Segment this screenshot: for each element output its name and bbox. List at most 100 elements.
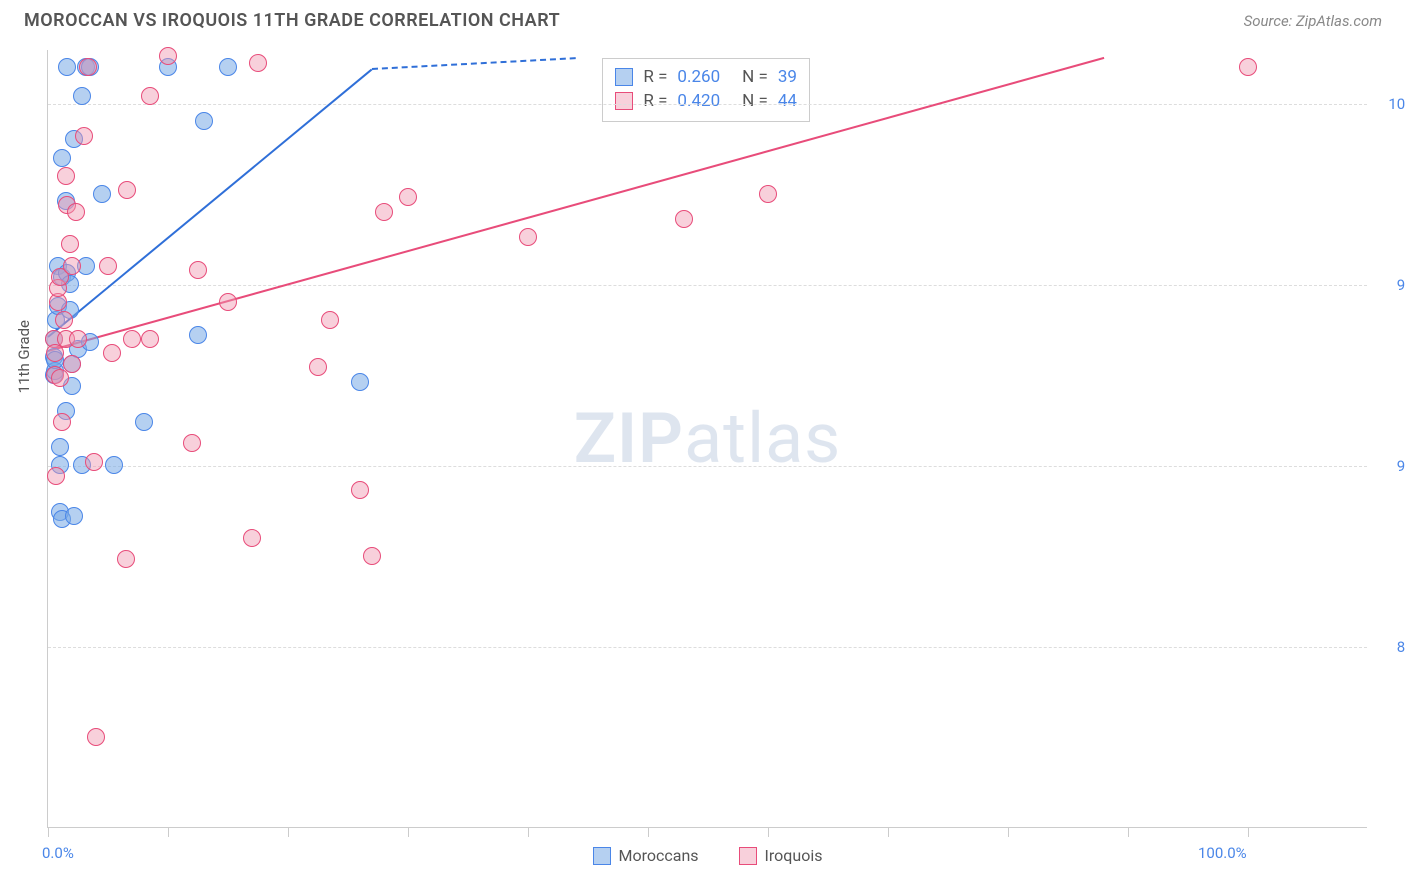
data-point-moroccans [51,438,69,456]
data-point-moroccans [105,456,123,474]
data-point-iroquois [141,87,159,105]
data-point-iroquois [321,311,339,329]
stat-label-n: N = [742,91,768,111]
stat-label-r: R = [643,91,667,111]
data-point-iroquois [183,434,201,452]
data-point-moroccans [135,413,153,431]
data-point-iroquois [189,261,207,279]
stats-row-iroquois: R = 0.420 N = 44 [615,89,797,113]
data-point-moroccans [93,185,111,203]
data-point-iroquois [351,481,369,499]
x-tick [648,827,649,837]
x-tick [1008,827,1009,837]
scatter-plot-area: ZIPatlas R =0.260N =39R =0.420N =44 Moro… [47,50,1367,828]
data-point-iroquois [75,127,93,145]
legend-swatch [615,68,633,86]
data-point-iroquois [51,369,69,387]
data-point-iroquois [309,358,327,376]
data-point-iroquois [219,293,237,311]
y-tick-label: 100.0% [1377,95,1406,113]
data-point-iroquois [53,413,71,431]
source-prefix: Source: [1244,12,1296,30]
x-tick [168,827,169,837]
x-tick-label: 0.0% [42,844,74,862]
data-point-iroquois [87,728,105,746]
chart-title: MOROCCAN VS IROQUOIS 11TH GRADE CORRELAT… [24,10,560,31]
legend-label: Moroccans [619,846,699,865]
data-point-moroccans [351,373,369,391]
data-point-iroquois [399,188,417,206]
data-point-iroquois [57,167,75,185]
chart-header: MOROCCAN VS IROQUOIS 11TH GRADE CORRELAT… [0,0,1406,37]
grid-line-h [48,647,1367,648]
x-tick [48,827,49,837]
data-point-moroccans [53,149,71,167]
data-point-iroquois [243,529,261,547]
data-point-iroquois [675,210,693,228]
legend-label: Iroquois [765,846,823,865]
data-point-iroquois [123,330,141,348]
data-point-iroquois [63,257,81,275]
data-point-iroquois [79,58,97,76]
data-point-iroquois [375,203,393,221]
x-tick [888,827,889,837]
data-point-moroccans [65,507,83,525]
data-point-iroquois [1239,58,1257,76]
trend-line-dashed [372,57,576,70]
data-point-iroquois [249,54,267,72]
data-point-iroquois [759,185,777,203]
grid-line-h [48,104,1367,105]
data-point-iroquois [55,311,73,329]
y-tick-label: 85.0% [1377,638,1406,656]
data-point-iroquois [141,330,159,348]
data-point-iroquois [363,547,381,565]
data-point-iroquois [103,344,121,362]
legend-item: Iroquois [739,846,823,865]
watermark: ZIPatlas [574,398,842,480]
x-tick-label: 100.0% [1198,844,1247,862]
trend-line [47,68,372,337]
data-point-moroccans [73,87,91,105]
x-tick [288,827,289,837]
data-point-iroquois [519,228,537,246]
data-point-iroquois [85,453,103,471]
stat-value-n: 39 [778,67,797,87]
data-point-iroquois [61,235,79,253]
stats-row-moroccans: R = 0.260 N = 39 [615,65,797,89]
x-tick [528,827,529,837]
stat-value-r: 0.260 [677,67,720,87]
data-point-iroquois [47,467,65,485]
y-tick-label: 95.0% [1377,276,1406,294]
source-credit: Source: ZipAtlas.com [1244,12,1382,30]
data-point-moroccans [58,58,76,76]
y-axis-title: 11th Grade [15,320,33,393]
x-tick [1248,827,1249,837]
grid-line-h [48,285,1367,286]
y-tick-label: 90.0% [1377,457,1406,475]
legend-swatch [739,847,757,865]
stat-value-n: 44 [778,91,797,111]
stat-label-r: R = [643,67,667,87]
data-point-iroquois [159,47,177,65]
legend-item: Moroccans [593,846,699,865]
data-point-iroquois [69,330,87,348]
data-point-iroquois [63,355,81,373]
stat-label-n: N = [742,67,768,87]
grid-line-h [48,466,1367,467]
data-point-moroccans [219,58,237,76]
x-tick [768,827,769,837]
data-point-moroccans [189,326,207,344]
legend-swatch [615,92,633,110]
data-point-iroquois [67,203,85,221]
watermark-zip: ZIP [574,398,684,480]
data-point-iroquois [99,257,117,275]
series-legend: Moroccans Iroquois [48,846,1367,865]
data-point-iroquois [117,550,135,568]
data-point-moroccans [195,112,213,130]
watermark-atlas: atlas [684,398,841,480]
source-name: ZipAtlas.com [1296,12,1382,30]
x-tick [1128,827,1129,837]
stats-legend-box: R = 0.260 N = 39 R = 0.420 N = 44 [602,58,810,122]
data-point-iroquois [118,181,136,199]
stat-value-r: 0.420 [677,91,720,111]
